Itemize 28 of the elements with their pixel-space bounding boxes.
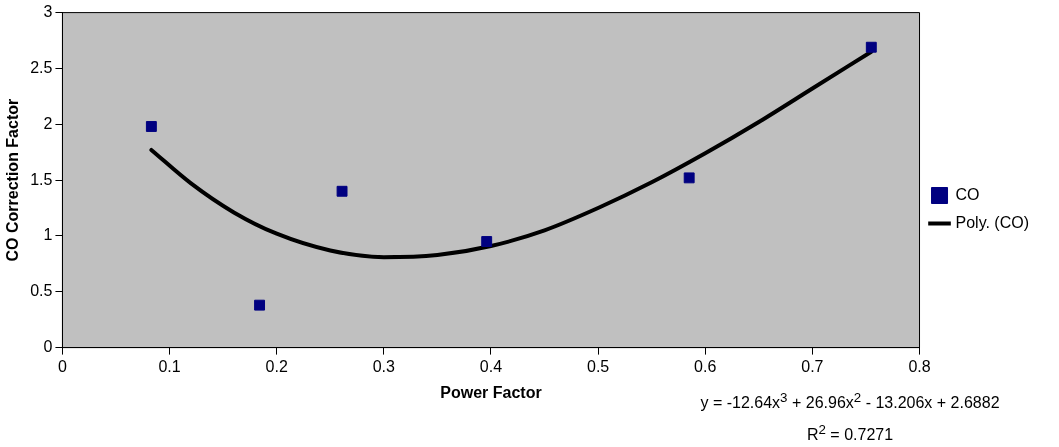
y-tick-label: 1.5	[30, 170, 53, 188]
y-tick-label: 0.5	[30, 282, 53, 300]
point	[145, 121, 157, 132]
x-tick-label: 0.2	[265, 357, 288, 375]
x-tick-label: 0.1	[158, 357, 181, 375]
y-axis-title: CO Correction Factor	[4, 98, 22, 262]
point	[254, 299, 266, 311]
y-tick-label: 0	[43, 338, 53, 356]
point	[683, 172, 695, 184]
point	[865, 41, 877, 53]
x-tick-label: 0.5	[586, 357, 610, 375]
x-tick-label: 0.6	[694, 357, 717, 375]
text: R$^{2}$ = 0.7271	[805, 421, 895, 446]
x-tick-label: 0.7	[801, 357, 824, 375]
y-tick-label: 2.5	[30, 58, 53, 76]
x-tick-label: 0	[57, 357, 67, 375]
legend-label: Poly. (CO)	[955, 213, 1029, 231]
x-axis-title: Power Factor	[440, 383, 542, 401]
y-tick-label: 2	[43, 114, 53, 132]
x-tick-label: 0.3	[372, 357, 396, 375]
y-tick-label: 1	[43, 226, 53, 244]
x-tick-label: 0.4	[479, 357, 503, 375]
x-tick-label: 0.8	[908, 357, 931, 375]
legend-label: CO	[955, 185, 980, 203]
point	[481, 236, 493, 247]
text: y = -12.64x$^{3}$ + 26.96x$^{2}$ - 13.206x + 2.6882	[699, 389, 1001, 414]
point	[336, 185, 348, 197]
y-tick-label: 3	[43, 3, 53, 21]
